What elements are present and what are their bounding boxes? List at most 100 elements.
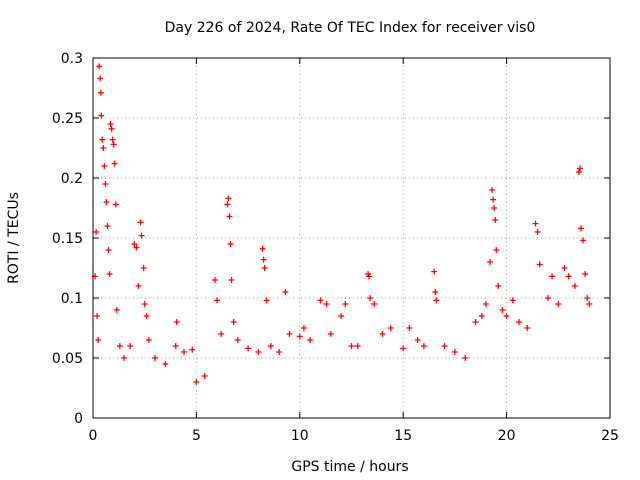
data-point [338,313,345,319]
data-point [354,343,361,349]
data-point [544,295,551,301]
data-point [141,301,148,307]
data-point [113,307,120,313]
y-axis-label: ROTI / TECUs [6,192,22,284]
data-point [432,289,439,295]
data-point [366,273,373,280]
data-point [379,331,386,337]
x-tick-label: 15 [394,428,412,444]
data-point [97,75,104,82]
data-point [94,313,101,319]
data-point [342,301,349,307]
data-point [260,256,267,263]
data-point [509,297,516,304]
data-point [536,261,543,268]
data-point [212,277,219,283]
data-point [584,295,591,301]
data-point [100,145,107,151]
data-point [276,349,283,355]
data-point [104,223,111,229]
data-point [565,273,572,280]
data-point [490,196,497,203]
data-point [135,283,142,289]
data-point [137,219,144,226]
x-tick-label: 5 [192,428,201,444]
data-point [348,343,355,349]
data-point [259,245,266,252]
y-tick-label: 0.05 [52,351,83,367]
data-point [214,297,221,304]
data-point [495,283,502,289]
data-point [580,237,587,244]
data-point [245,345,252,352]
data-point [586,301,593,307]
data-point [561,265,568,271]
data-point [103,199,110,205]
data-point [575,169,582,175]
data-point [99,136,106,143]
data-point [462,355,469,361]
data-point [93,229,100,235]
data-point [107,121,114,127]
data-point [286,331,293,337]
y-tick-label: 0.3 [61,51,83,67]
data-point [121,355,128,361]
data-point [516,319,523,325]
data-point [140,265,147,271]
data-point [230,319,237,325]
data-points [92,63,593,385]
data-point [571,283,578,289]
data-point [371,301,378,307]
x-tick-labels: 0 5 10 15 20 25 [89,428,619,444]
y-tick-label: 0.2 [61,171,83,187]
data-point [201,373,208,379]
data-point [145,337,152,343]
data-point [162,361,169,367]
data-point [472,319,479,325]
data-point [218,331,225,337]
data-point [102,181,109,187]
data-point [226,213,233,220]
y-tick-label: 0.15 [52,231,83,247]
data-point [96,63,103,70]
data-point [282,289,289,295]
data-point [487,259,494,265]
data-point [138,232,145,239]
y-tick-label: 0 [74,411,83,427]
x-tick-label: 25 [601,428,619,444]
data-point [255,349,262,355]
data-point [261,265,268,271]
data-point [499,307,506,313]
axis-ticks [92,57,611,419]
y-tick-label: 0.1 [61,291,83,307]
data-point [189,346,196,353]
data-point [414,337,421,343]
data-point [225,195,232,202]
data-point [97,89,104,96]
data-point [478,313,485,319]
data-point [317,297,324,304]
data-point [420,343,427,349]
data-point [367,295,374,301]
data-point [227,241,234,247]
data-point [101,163,108,169]
data-point [116,343,123,349]
data-point [109,136,116,143]
data-point [300,325,307,331]
data-point [193,379,200,385]
data-point [105,247,112,253]
chart-title: Day 226 of 2024, Rate Of TEC Index for r… [165,20,536,36]
data-point [524,325,531,331]
data-point [327,331,334,337]
data-point [172,343,179,349]
data-point [95,337,102,343]
y-tick-label: 0.25 [52,111,83,127]
data-point [492,217,499,223]
data-point [296,333,303,340]
data-point [263,297,270,304]
x-tick-label: 10 [291,428,309,444]
data-point [433,297,440,304]
data-point [555,301,562,307]
data-point [98,112,105,119]
